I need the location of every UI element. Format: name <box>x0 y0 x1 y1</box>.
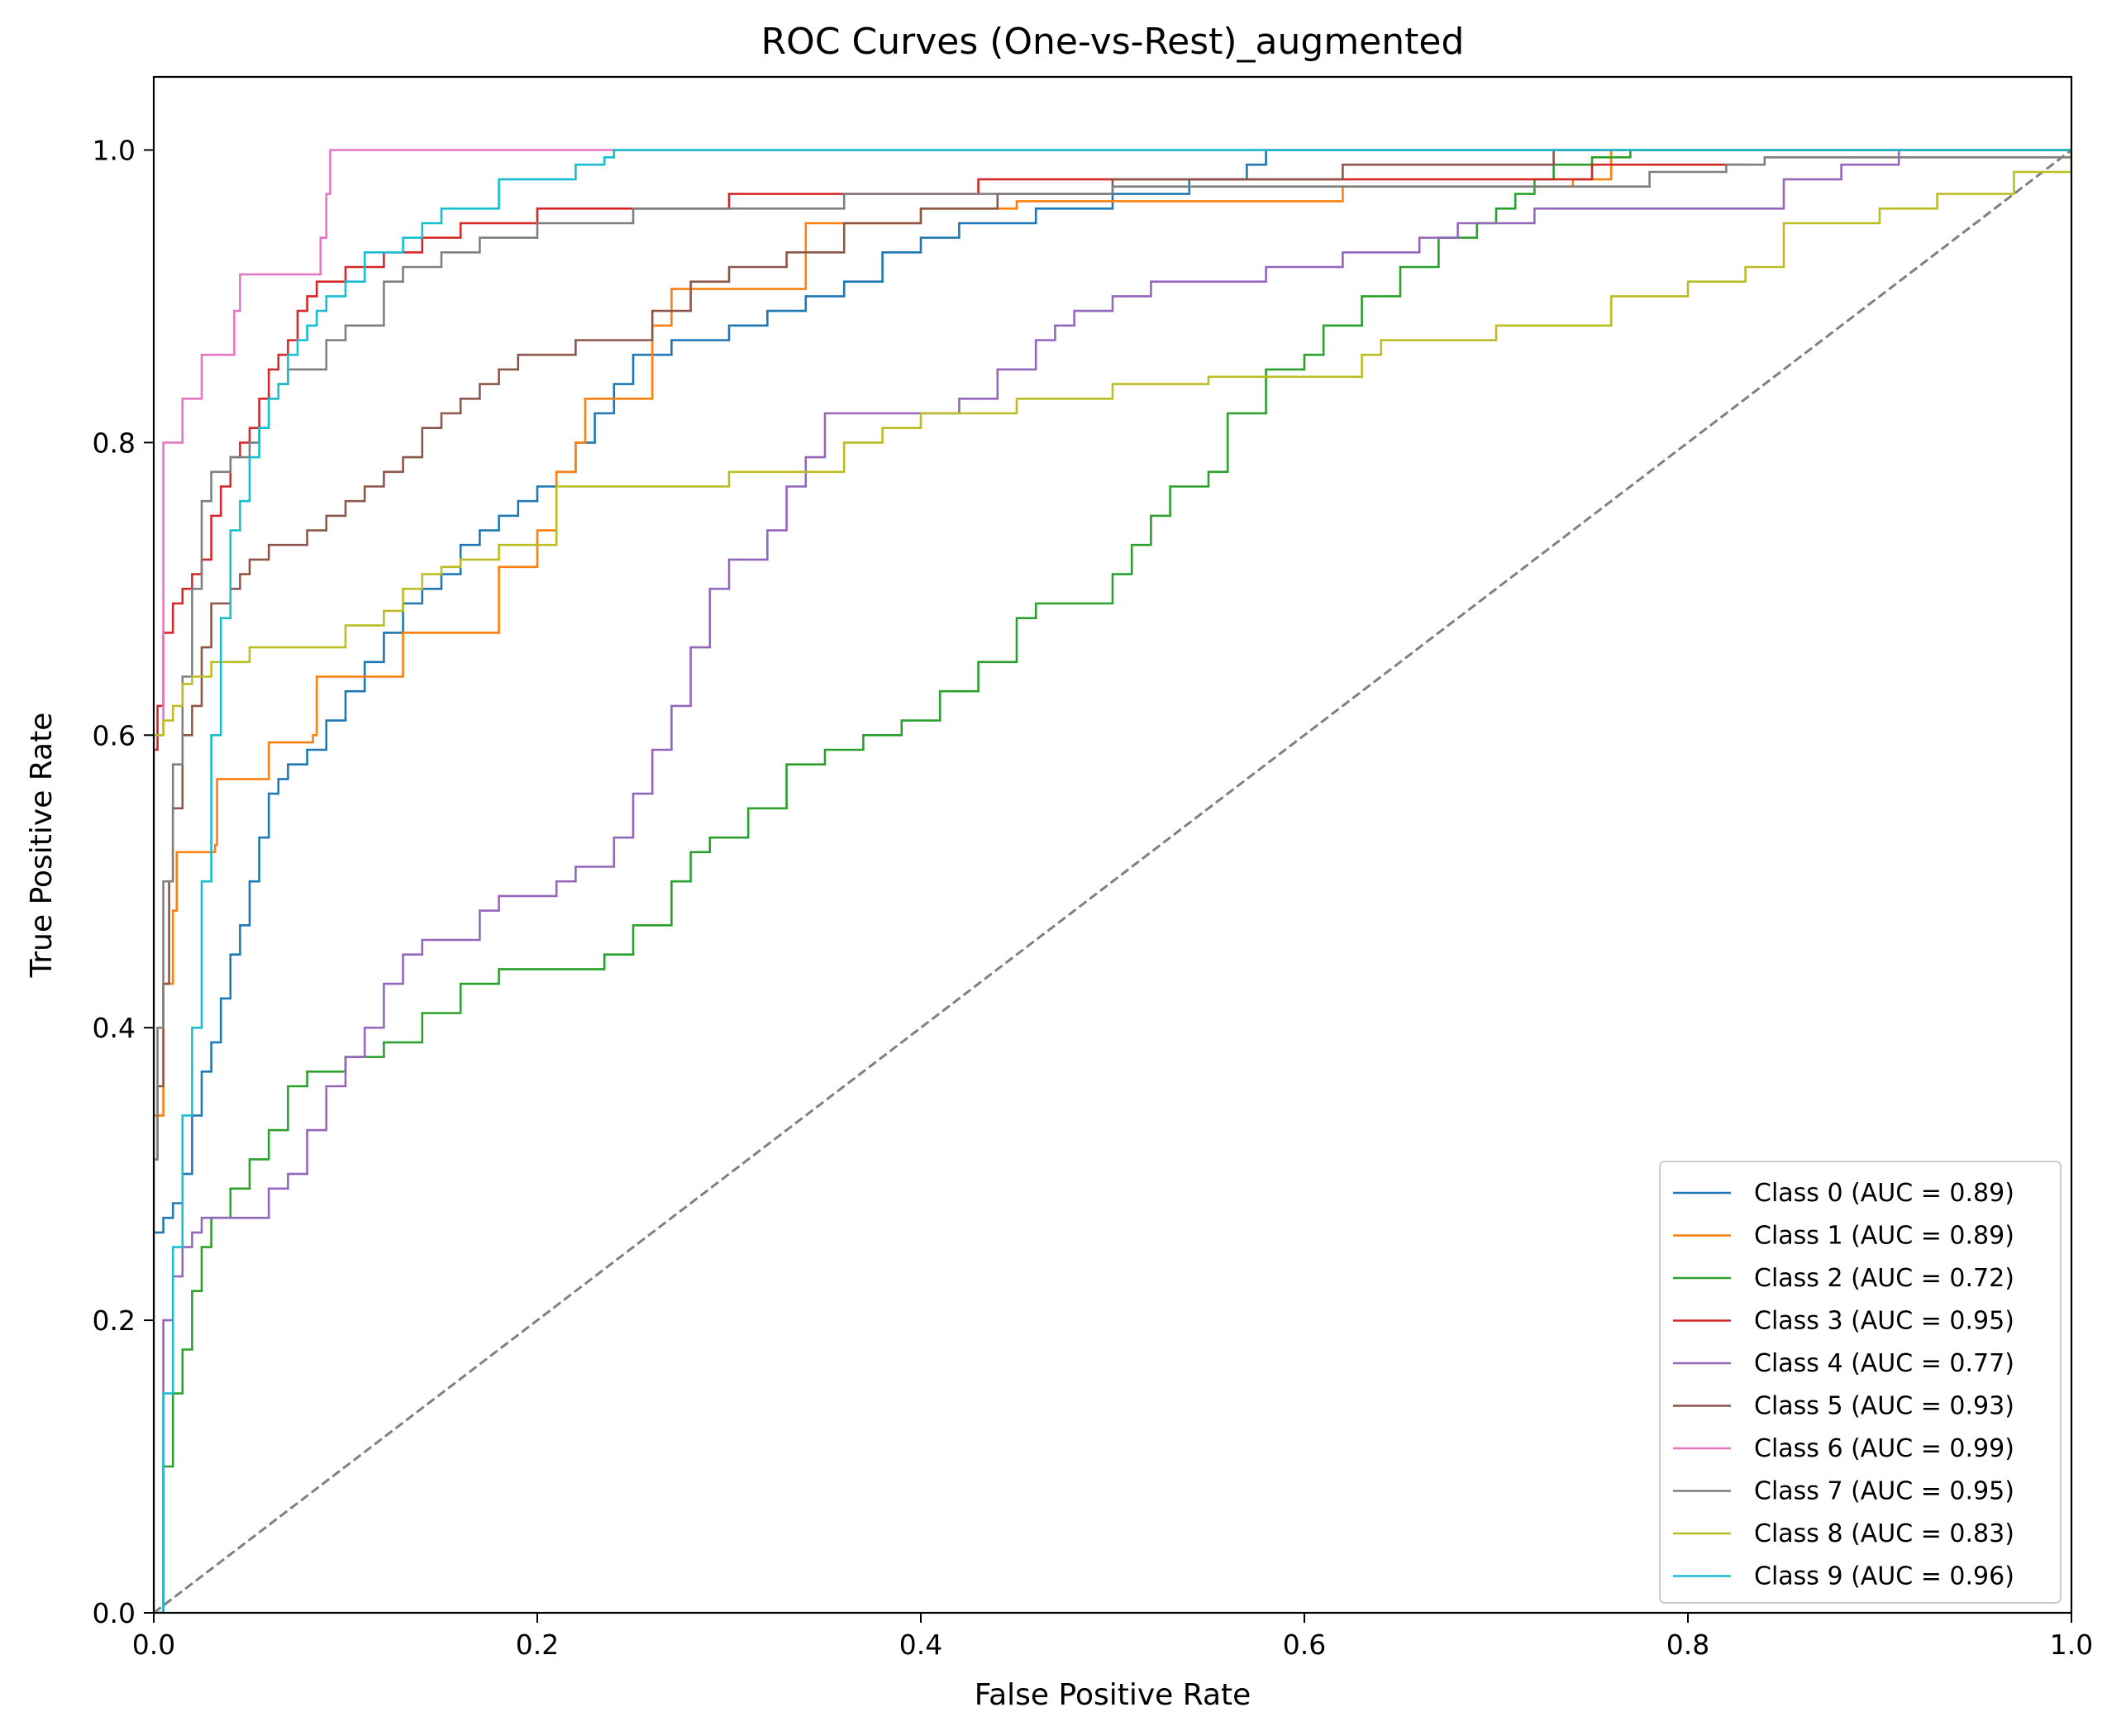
roc-curve-class-7 <box>154 150 2071 1613</box>
x-tick-label: 0.4 <box>899 1629 942 1661</box>
legend-label: Class 5 (AUC = 0.93) <box>1754 1392 2014 1421</box>
y-tick-label: 0.0 <box>93 1597 136 1629</box>
roc-curve-class-5 <box>154 149 2071 1613</box>
x-axis: 0.0 0.2 0.4 0.6 0.8 1.0 <box>132 1613 2093 1661</box>
roc-curve-class-9 <box>154 149 2071 1613</box>
roc-curve-class-1 <box>154 149 2071 1613</box>
y-tick-label: 0.8 <box>93 427 136 459</box>
legend-label: Class 0 (AUC = 0.89) <box>1754 1179 2014 1208</box>
legend-label: Class 4 (AUC = 0.77) <box>1754 1349 2014 1378</box>
y-axis-label: True Positive Rate <box>25 713 59 979</box>
legend-box <box>1659 1161 2062 1604</box>
x-tick-label: 1.0 <box>2050 1629 2093 1661</box>
roc-curve-class-8 <box>154 150 2071 1613</box>
y-tick-label: 0.4 <box>93 1012 136 1044</box>
legend-label: Class 9 (AUC = 0.96) <box>1754 1562 2014 1591</box>
y-tick-label: 0.6 <box>93 719 136 751</box>
chance-diagonal-line <box>154 149 2071 1613</box>
legend-label: Class 8 (AUC = 0.83) <box>1754 1519 2014 1548</box>
y-axis: 0.0 0.2 0.4 0.6 0.8 1.0 <box>93 134 154 1629</box>
legend: Class 0 (AUC = 0.89) Class 1 (AUC = 0.89)… <box>1659 1161 2062 1604</box>
y-tick-label: 1.0 <box>93 134 136 166</box>
chart-title: ROC Curves (One-vs-Rest)_augmented <box>761 21 1465 63</box>
x-tick-label: 0.2 <box>516 1629 559 1661</box>
y-tick-label: 0.2 <box>93 1304 136 1337</box>
plot-lines <box>154 149 2071 1613</box>
legend-label: Class 7 (AUC = 0.95) <box>1754 1477 2014 1506</box>
legend-label: Class 6 (AUC = 0.99) <box>1754 1434 2014 1463</box>
x-tick-label: 0.0 <box>132 1629 175 1661</box>
plot-frame <box>152 75 2073 1614</box>
x-tick-label: 0.8 <box>1666 1629 1709 1661</box>
roc-curve-class-0 <box>154 149 2071 1613</box>
legend-label: Class 2 (AUC = 0.72) <box>1754 1264 2014 1293</box>
legend-label: Class 1 (AUC = 0.89) <box>1754 1222 2014 1251</box>
x-axis-label: False Positive Rate <box>975 1678 1251 1712</box>
x-tick-label: 0.6 <box>1283 1629 1326 1661</box>
roc-curve-class-6 <box>154 149 2071 1613</box>
roc-curve-class-2 <box>154 149 2071 1613</box>
legend-label: Class 3 (AUC = 0.95) <box>1754 1307 2014 1336</box>
roc-curve-class-4 <box>154 149 2071 1613</box>
